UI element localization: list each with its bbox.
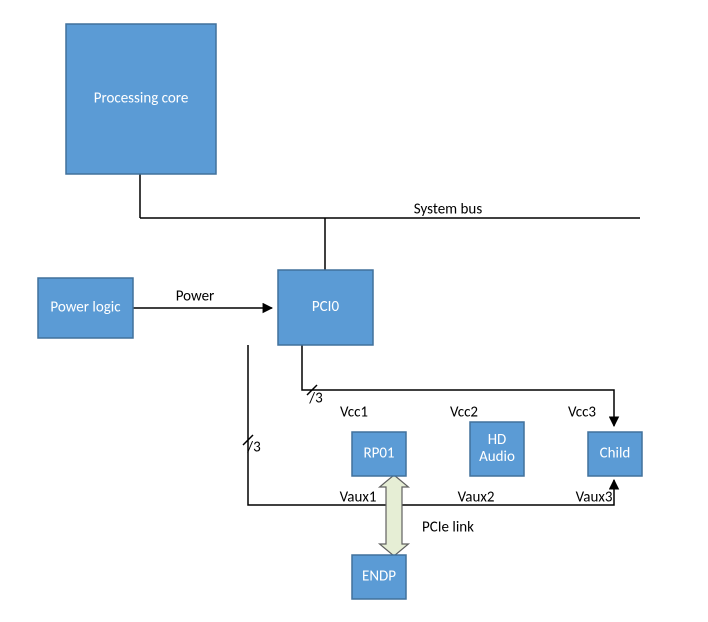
edge-vaux-trunk [248,345,614,505]
box-label-child: Child [600,445,631,463]
label-system_bus: System bus [414,201,483,219]
box-label-pci0: PCI0 [312,298,340,316]
box-label-hdaudio: HD [488,431,507,449]
box-label-processing_core: Processing core [94,90,189,108]
label-slash3a: /3 [308,390,323,408]
label-vcc3: Vcc3 [568,404,596,422]
box-label-endp: ENDP [362,568,396,586]
box-processing_core: Processing core [66,24,216,174]
box-label-hdaudio: Audio [479,448,515,466]
box-rp01: RP01 [352,432,406,476]
box-endp: ENDP [352,555,406,599]
box-pci0: PCI0 [278,270,373,345]
box-power_logic: Power logic [38,278,133,338]
label-vcc2: Vcc2 [450,404,478,422]
label-vaux1: Vaux1 [340,489,377,507]
pcie-link-arrow [380,475,409,556]
box-hdaudio: HDAudio [470,422,524,476]
label-pcie: PCIe link [422,519,474,537]
label-power: Power [176,288,215,306]
label-vaux3: Vaux3 [576,489,613,507]
box-label-power_logic: Power logic [50,299,121,317]
box-label-rp01: RP01 [363,445,394,463]
label-slash3b: /3 [246,439,261,457]
label-vcc1: Vcc1 [340,404,368,422]
label-vaux2: Vaux2 [458,489,495,507]
box-child: Child [588,432,642,476]
